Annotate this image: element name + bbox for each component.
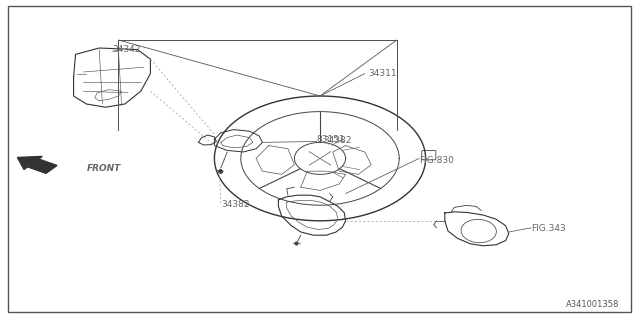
Text: A341001358: A341001358 [566,300,620,309]
Text: FIG.830: FIG.830 [419,156,454,164]
Text: 34342: 34342 [112,45,140,54]
Text: 34311: 34311 [368,69,397,78]
Text: 83151: 83151 [317,135,346,144]
Text: FRONT: FRONT [86,164,121,172]
Text: 34382: 34382 [221,200,250,209]
Text: 34382: 34382 [323,136,352,145]
Text: FIG.343: FIG.343 [531,224,566,233]
Polygon shape [17,156,57,173]
